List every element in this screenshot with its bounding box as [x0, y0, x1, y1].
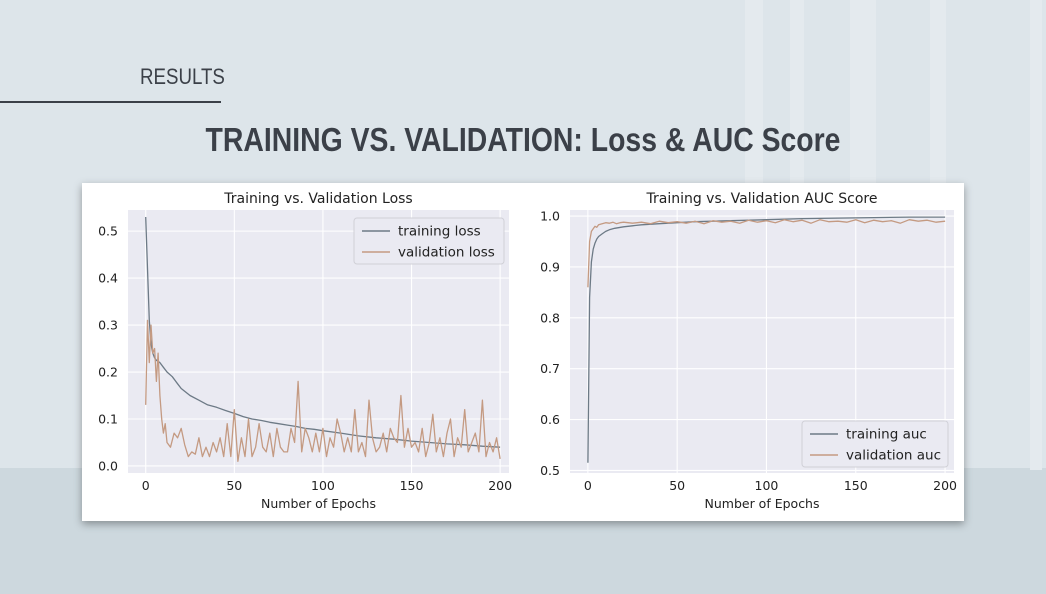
- y-tick-label: 0.4: [98, 271, 118, 286]
- chart-title: Training vs. Validation Loss: [223, 191, 412, 207]
- y-tick-label: 0.6: [540, 412, 560, 427]
- legend-label: validation loss: [398, 245, 495, 261]
- x-tick-label: 0: [584, 478, 592, 493]
- y-tick-label: 0.1: [98, 411, 118, 426]
- y-tick-label: 0.2: [98, 365, 118, 380]
- x-tick-label: 200: [488, 478, 512, 493]
- y-tick-label: 0.5: [540, 463, 560, 478]
- loss-chart: 0 50 100 150 200 0.0 0.1 0.2 0.3 0.4 0.5 Training v…: [82, 183, 523, 521]
- y-tick-label: 0.7: [540, 361, 560, 376]
- background-stripe: [1030, 0, 1042, 470]
- y-tick-label: 0.5: [98, 224, 118, 239]
- x-tick-label: 200: [933, 478, 957, 493]
- y-tick-label: 0.0: [98, 458, 118, 473]
- legend-label: validation auc: [846, 448, 941, 464]
- y-tick-label: 0.8: [540, 310, 560, 325]
- section-underline: [0, 101, 221, 103]
- auc-chart: 0 50 100 150 200 0.5 0.6 0.7 0.8 0.9 1.0 Training v…: [523, 183, 964, 521]
- x-axis-label: Number of Epochs: [261, 496, 376, 511]
- chart-title: Training vs. Validation AUC Score: [645, 191, 877, 207]
- y-tick-label: 1.0: [540, 209, 560, 224]
- x-tick-label: 100: [311, 478, 335, 493]
- x-tick-label: 150: [844, 478, 868, 493]
- chart-card: 0 50 100 150 200 0.0 0.1 0.2 0.3 0.4 0.5 Training v…: [82, 183, 964, 521]
- x-tick-label: 100: [755, 478, 779, 493]
- x-tick-label: 50: [669, 478, 685, 493]
- y-tick-label: 0.9: [540, 259, 560, 274]
- x-axis-label: Number of Epochs: [705, 496, 820, 511]
- legend-label: training loss: [398, 224, 481, 240]
- x-tick-label: 50: [226, 478, 242, 493]
- slide-title: TRAINING VS. VALIDATION: Loss & AUC Scor…: [73, 121, 973, 159]
- x-tick-label: 0: [142, 478, 150, 493]
- x-tick-label: 150: [400, 478, 424, 493]
- legend-label: training auc: [846, 427, 927, 443]
- section-label: RESULTS: [140, 64, 225, 90]
- y-tick-label: 0.3: [98, 318, 118, 333]
